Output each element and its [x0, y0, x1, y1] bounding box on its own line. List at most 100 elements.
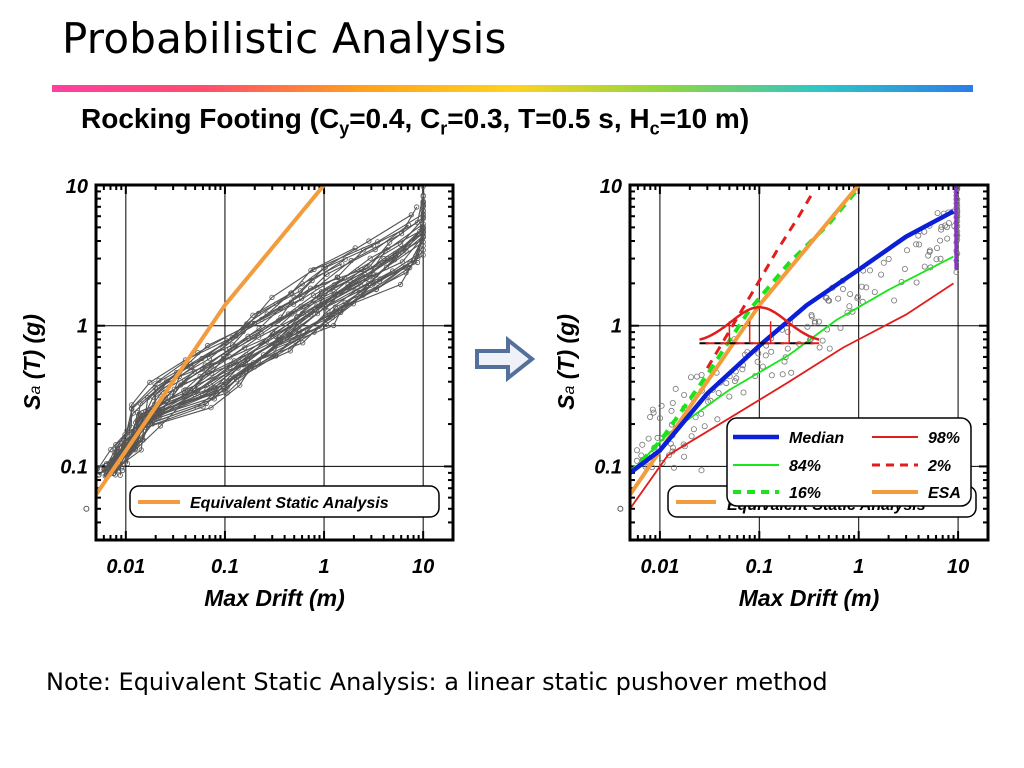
scatter-point	[688, 433, 695, 440]
response-point	[124, 460, 131, 467]
scatter-point	[650, 409, 657, 416]
response-point	[152, 381, 158, 387]
response-point	[407, 260, 413, 266]
x-tick-label: 0.1	[745, 556, 773, 578]
y-tick-label: 0.1	[594, 456, 622, 478]
response-point	[338, 305, 344, 311]
scatter-point	[618, 444, 623, 449]
scatter-point	[688, 374, 695, 381]
p2-line	[706, 190, 815, 369]
scatter-point	[698, 410, 705, 417]
response-point	[287, 348, 293, 354]
response-point	[255, 310, 262, 316]
response-point	[269, 294, 275, 300]
scatter-point	[871, 289, 878, 296]
legend: Equivalent Static Analysis	[129, 485, 440, 518]
response-point	[152, 385, 158, 391]
response-point	[96, 469, 99, 475]
response-point	[227, 346, 233, 352]
x-tick-label: 1	[318, 556, 329, 578]
response-point	[156, 377, 162, 383]
x-axis-label: Max Drift (m)	[739, 585, 880, 611]
scatter-point	[855, 293, 862, 300]
response-point	[178, 382, 184, 388]
scatter-point	[784, 328, 791, 335]
y-axis-label: Sa (T) (g)	[19, 314, 45, 410]
scatter-point	[768, 348, 775, 355]
scatter-point	[835, 295, 842, 302]
response-point	[242, 360, 249, 367]
response-curve	[113, 270, 393, 472]
y-axis-label-sub: a	[561, 386, 578, 395]
p98-line	[630, 282, 954, 510]
slide-title: Probabilistic Analysis	[62, 14, 507, 63]
response-point	[112, 447, 118, 453]
title-divider	[52, 85, 973, 92]
y-tick-label: 1	[611, 316, 622, 338]
scatter-point	[925, 252, 932, 259]
response-point	[133, 423, 139, 429]
plot-frame	[628, 183, 990, 542]
scatter-point	[953, 269, 960, 276]
response-curve	[111, 201, 424, 464]
scatter-point	[825, 297, 832, 304]
response-point	[331, 289, 337, 295]
scatter-point	[733, 375, 740, 382]
scatter-point	[944, 235, 951, 242]
scatter-point	[658, 402, 665, 409]
response-point	[199, 355, 205, 362]
scatter-point	[913, 241, 920, 248]
response-point	[309, 308, 315, 314]
legend-label-p16: 16%	[789, 485, 821, 502]
scatter-point	[672, 385, 679, 392]
response-point	[251, 320, 257, 326]
scatter-point	[669, 399, 676, 406]
response-point	[171, 386, 177, 392]
response-point	[208, 382, 214, 388]
response-point	[147, 379, 153, 385]
scatter-point	[891, 297, 898, 304]
scatter-point	[937, 237, 944, 244]
response-point	[414, 220, 420, 226]
y-axis-label-rest: (T) (g)	[553, 314, 579, 386]
scatter-point	[934, 210, 941, 217]
response-point	[208, 405, 214, 411]
drift-distribution	[699, 306, 820, 345]
response-point	[224, 384, 230, 390]
response-point	[364, 265, 370, 271]
scatter-point	[649, 406, 656, 413]
response-point	[325, 308, 331, 314]
response-point	[310, 292, 317, 298]
legend-label-p84: 84%	[789, 458, 821, 475]
response-point	[384, 255, 391, 261]
response-point	[408, 212, 414, 218]
scatter-point	[622, 467, 627, 472]
scatter-point	[715, 389, 722, 396]
distribution-curve	[699, 306, 820, 341]
scatter-point	[654, 434, 661, 441]
response-point	[157, 423, 163, 429]
response-point	[298, 296, 305, 302]
x-axis-label: Max Drift (m)	[204, 585, 345, 611]
response-point	[233, 333, 239, 339]
response-curve	[122, 196, 424, 471]
legend-label-median: Median	[789, 430, 844, 447]
response-point	[221, 355, 227, 361]
response-point	[314, 311, 321, 317]
scatter-point	[647, 413, 654, 420]
scatter-point	[731, 378, 738, 385]
response-point	[276, 334, 283, 340]
legend-label-esa: ESA	[928, 485, 961, 502]
scatter-point	[681, 453, 688, 460]
legend-box	[129, 485, 440, 518]
response-point	[398, 231, 405, 237]
response-point	[203, 400, 209, 407]
response-point	[347, 277, 353, 283]
response-point	[376, 278, 382, 285]
scatter-point	[754, 358, 761, 365]
scatter-point	[921, 263, 928, 270]
response-point	[208, 363, 215, 369]
p84-line	[630, 255, 954, 474]
y-axis-label-sub: a	[27, 386, 44, 395]
